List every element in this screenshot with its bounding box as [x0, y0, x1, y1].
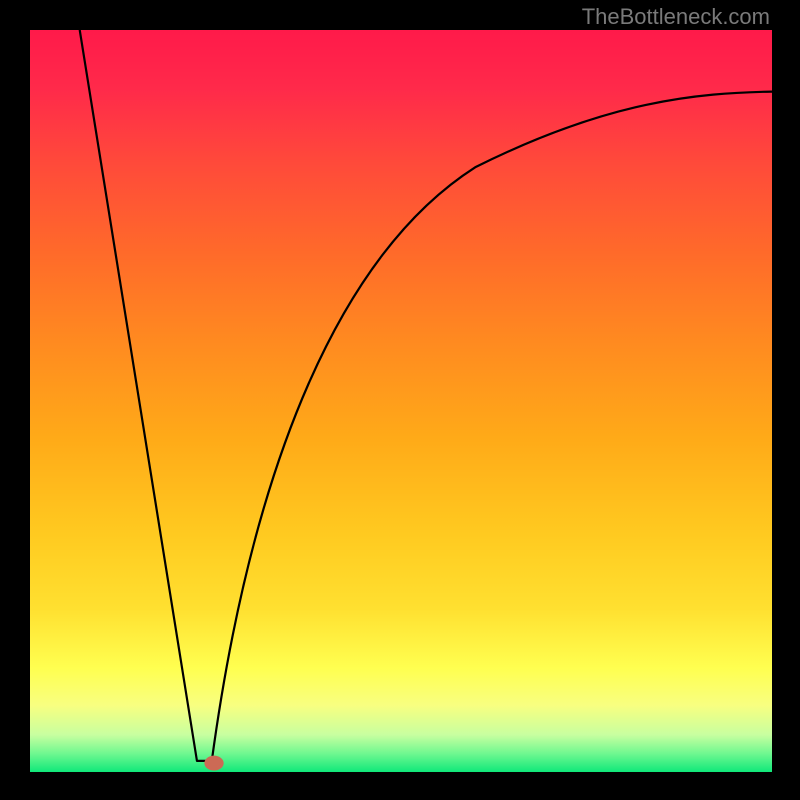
minimum-marker: [204, 756, 223, 771]
gradient-background: [30, 30, 772, 772]
chart-container: TheBottleneck.com: [0, 0, 800, 800]
watermark-text: TheBottleneck.com: [582, 4, 770, 30]
plot-area: [30, 30, 772, 772]
chart-svg: [30, 30, 772, 772]
